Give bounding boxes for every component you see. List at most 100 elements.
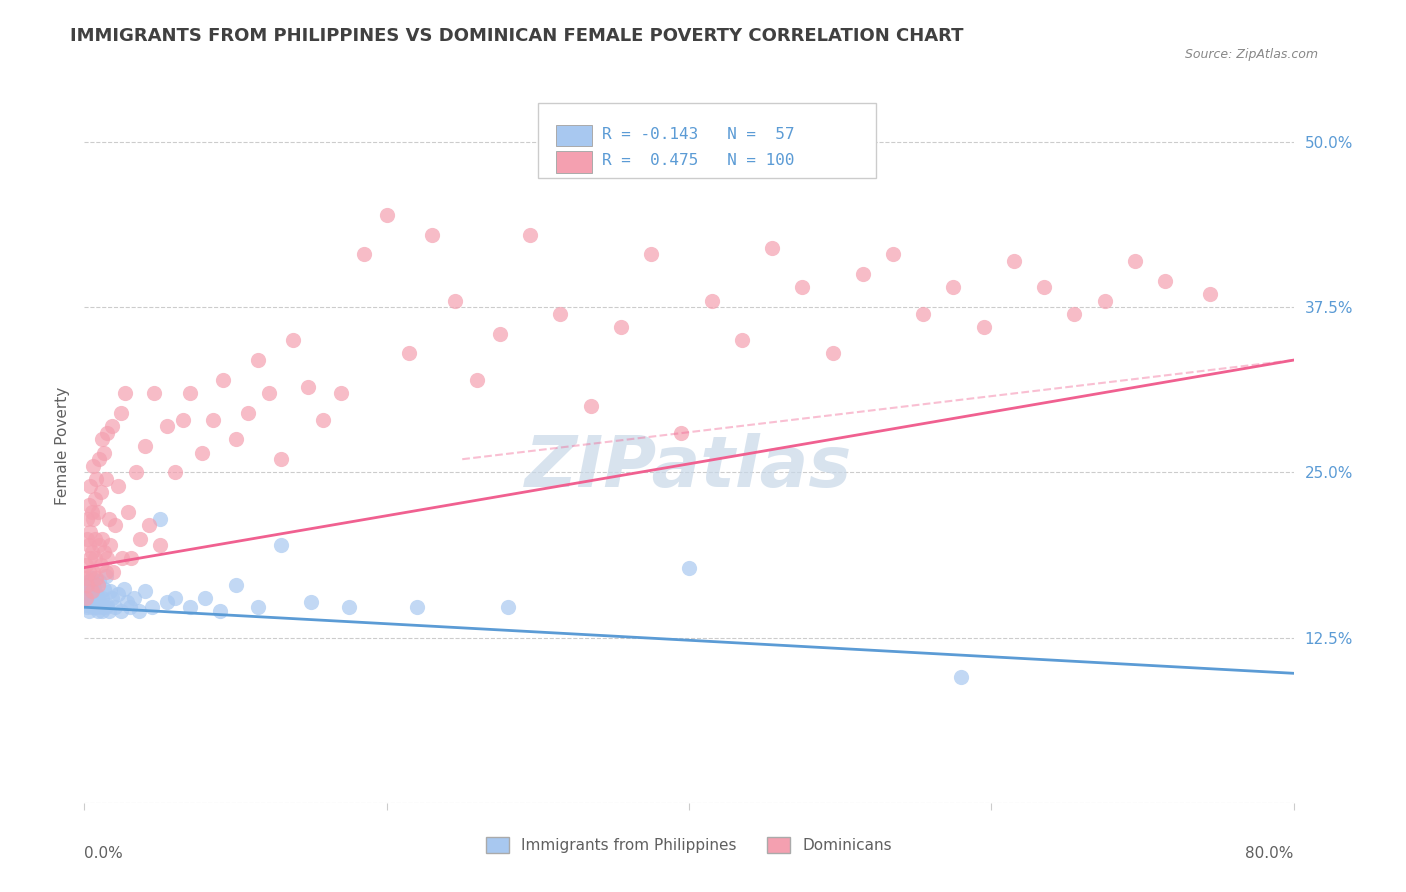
Point	[330, 386, 353, 401]
Point	[212, 373, 235, 387]
Point	[91, 604, 114, 618]
FancyBboxPatch shape	[555, 125, 592, 146]
Point	[141, 600, 163, 615]
Point	[134, 439, 156, 453]
Point	[179, 386, 201, 401]
Point	[79, 524, 101, 539]
Point	[120, 551, 142, 566]
Point	[225, 578, 247, 592]
Text: Source: ZipAtlas.com: Source: ZipAtlas.com	[1185, 47, 1317, 61]
FancyBboxPatch shape	[538, 103, 876, 178]
Text: R = -0.143   N =  57: R = -0.143 N = 57	[602, 127, 794, 142]
Point	[90, 485, 112, 500]
Point	[731, 333, 754, 347]
Point	[82, 565, 104, 579]
Point	[821, 346, 844, 360]
Point	[882, 247, 904, 261]
Point	[93, 582, 115, 596]
Point	[194, 591, 217, 605]
Point	[77, 591, 100, 605]
Point	[1002, 254, 1025, 268]
Point	[93, 445, 115, 459]
Point	[489, 326, 512, 341]
Point	[84, 584, 107, 599]
Text: IMMIGRANTS FROM PHILIPPINES VS DOMINICAN FEMALE POVERTY CORRELATION CHART: IMMIGRANTS FROM PHILIPPINES VS DOMINICAN…	[70, 27, 963, 45]
Point	[299, 595, 322, 609]
Point	[86, 600, 108, 615]
Point	[579, 400, 602, 414]
Point	[79, 582, 101, 596]
Point	[270, 452, 292, 467]
Text: ZIPatlas: ZIPatlas	[526, 433, 852, 502]
Point	[104, 518, 127, 533]
Point	[94, 472, 117, 486]
Point	[337, 600, 360, 615]
Point	[96, 425, 118, 440]
Point	[82, 578, 104, 592]
Point	[82, 591, 104, 605]
Point	[75, 571, 97, 585]
Point	[1199, 287, 1222, 301]
Point	[75, 591, 97, 605]
Point	[110, 406, 132, 420]
Point	[406, 600, 429, 615]
Point	[94, 565, 117, 579]
Point	[76, 600, 98, 615]
Point	[94, 600, 117, 615]
Point	[519, 227, 541, 242]
Point	[1123, 254, 1146, 268]
Point	[172, 412, 194, 426]
Point	[76, 511, 98, 525]
Point	[138, 518, 160, 533]
Point	[87, 505, 110, 519]
Text: R =  0.475   N = 100: R = 0.475 N = 100	[602, 153, 794, 168]
Point	[104, 600, 127, 615]
Point	[852, 267, 875, 281]
Point	[247, 600, 270, 615]
Point	[1033, 280, 1056, 294]
Point	[89, 452, 111, 467]
Point	[142, 386, 165, 401]
Point	[134, 584, 156, 599]
Point	[1154, 274, 1177, 288]
Point	[156, 595, 179, 609]
Point	[942, 280, 965, 294]
Point	[107, 587, 129, 601]
Point	[86, 571, 108, 585]
Point	[98, 584, 121, 599]
FancyBboxPatch shape	[555, 152, 592, 173]
Text: 80.0%: 80.0%	[1246, 846, 1294, 861]
Point	[443, 293, 465, 308]
Point	[122, 591, 145, 605]
Point	[77, 538, 100, 552]
Point	[149, 538, 172, 552]
Y-axis label: Female Poverty: Female Poverty	[55, 387, 70, 505]
Point	[201, 412, 224, 426]
Point	[375, 208, 398, 222]
Point	[420, 227, 443, 242]
Point	[80, 545, 103, 559]
Point	[128, 604, 150, 618]
Point	[76, 578, 98, 592]
Point	[96, 598, 118, 612]
Point	[191, 445, 214, 459]
Legend: Immigrants from Philippines, Dominicans: Immigrants from Philippines, Dominicans	[479, 831, 898, 859]
Point	[89, 595, 111, 609]
Point	[76, 584, 98, 599]
Point	[97, 604, 120, 618]
Point	[101, 565, 124, 579]
Point	[84, 491, 107, 506]
Point	[496, 600, 519, 615]
Point	[117, 505, 139, 519]
Point	[79, 551, 101, 566]
Point	[87, 578, 110, 592]
Point	[129, 532, 152, 546]
Point	[297, 379, 319, 393]
Point	[82, 511, 104, 525]
Point	[91, 433, 114, 447]
Point	[111, 551, 134, 566]
Point	[77, 499, 100, 513]
Point	[84, 532, 107, 546]
Point	[77, 574, 100, 588]
Point	[89, 574, 111, 588]
